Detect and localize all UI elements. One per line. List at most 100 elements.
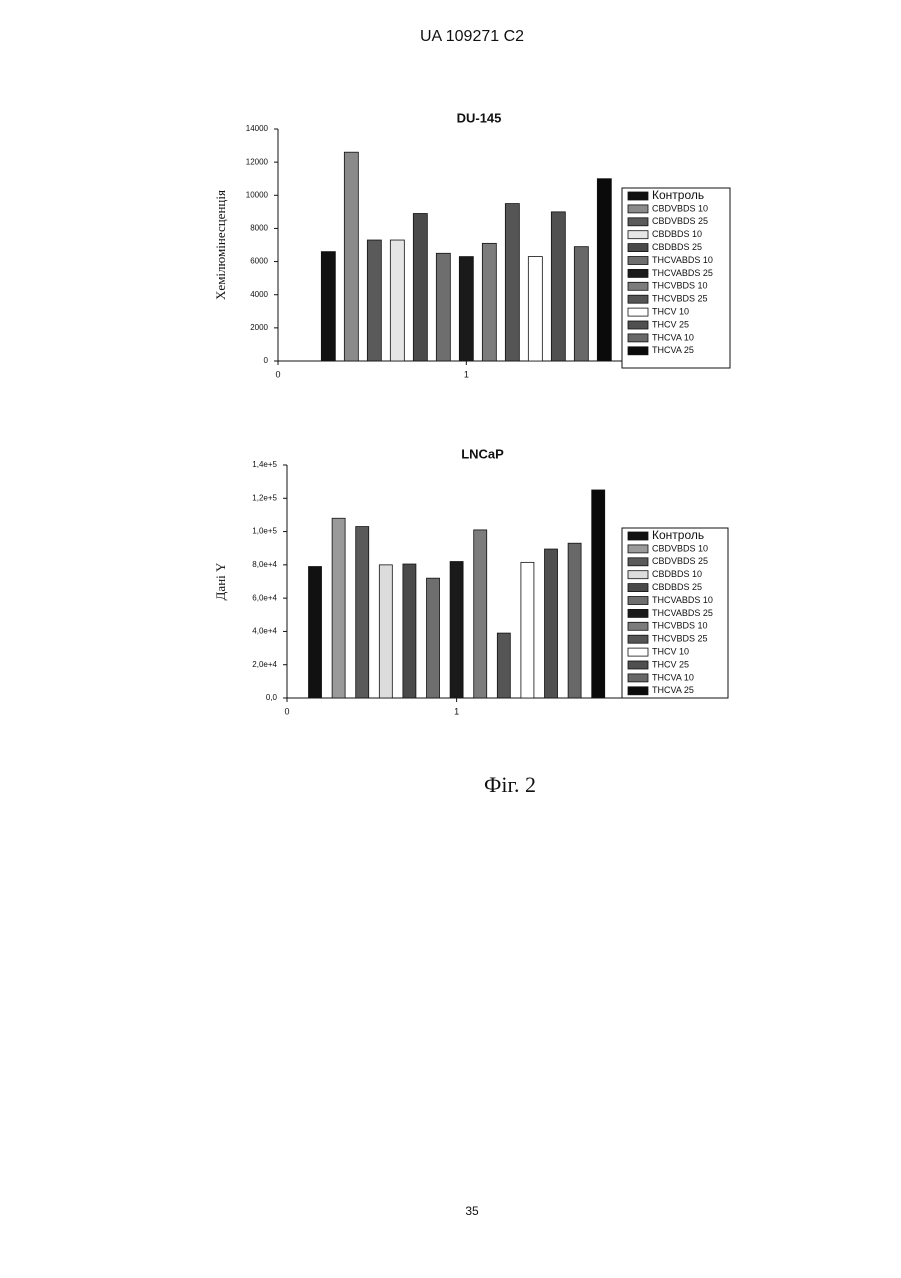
legend-swatch <box>628 192 648 200</box>
legend-swatch <box>628 295 648 303</box>
legend-swatch <box>628 282 648 290</box>
y-tick-label: 4000 <box>250 290 268 299</box>
legend-label: CBDVBDS 10 <box>652 203 708 213</box>
legend-swatch <box>628 571 648 579</box>
legend-swatch <box>628 635 648 643</box>
legend-label: CBDBDS 10 <box>652 569 702 579</box>
legend-label: THCVA 25 <box>652 685 694 695</box>
bar <box>413 214 427 361</box>
legend-label: THCVA 10 <box>652 672 694 682</box>
bar <box>574 247 588 361</box>
y-tick-label: 2000 <box>250 323 268 332</box>
legend-label: THCVBDS 10 <box>652 621 708 631</box>
legend-swatch <box>628 648 648 656</box>
legend-swatch <box>628 334 648 342</box>
legend-swatch <box>628 584 648 592</box>
y-tick-label: 1,2e+5 <box>252 493 277 502</box>
bar <box>482 243 496 361</box>
legend-label: THCVBDS 25 <box>652 634 708 644</box>
legend-label: Контроль <box>652 188 704 202</box>
bar <box>459 257 473 361</box>
legend-label: Контроль <box>652 528 704 542</box>
y-tick-label: 4,0e+4 <box>252 627 277 636</box>
bar <box>497 633 510 698</box>
legend-swatch <box>628 257 648 265</box>
legend-swatch <box>628 205 648 213</box>
bar <box>427 578 440 698</box>
legend-swatch <box>628 308 648 316</box>
legend-label: THCVA 10 <box>652 332 694 342</box>
bar <box>521 562 534 698</box>
legend-label: THCVABDS 25 <box>652 268 713 278</box>
bar <box>597 179 611 361</box>
legend-label: THCVBDS 10 <box>652 281 708 291</box>
legend-swatch <box>628 597 648 605</box>
legend-swatch <box>628 558 648 566</box>
bar <box>321 252 335 361</box>
y-axis-label: Дані Y <box>213 562 228 600</box>
bar <box>367 240 381 361</box>
y-tick-label: 1,4e+5 <box>252 460 277 469</box>
bar <box>436 253 450 361</box>
bar <box>528 257 542 361</box>
header: UA 109271 C2 <box>420 28 524 45</box>
y-tick-label: 10000 <box>246 190 269 199</box>
legend-label: THCVABDS 10 <box>652 255 713 265</box>
chart-title: DU-145 <box>457 110 502 125</box>
legend-label: CBDVBDS 25 <box>652 216 708 226</box>
legend-label: THCVBDS 25 <box>652 294 708 304</box>
legend-swatch <box>628 321 648 329</box>
bar <box>309 567 322 698</box>
y-axis-label: Хемілюмінесценція <box>213 190 228 300</box>
bar <box>390 240 404 361</box>
y-tick-label: 14000 <box>246 124 269 133</box>
legend-swatch <box>628 244 648 252</box>
legend-label: THCV 10 <box>652 306 689 316</box>
legend-label: CBDBDS 25 <box>652 242 702 252</box>
legend-swatch <box>628 674 648 682</box>
bar <box>379 565 392 698</box>
bar <box>551 212 565 361</box>
bar <box>592 490 605 698</box>
bar <box>505 204 519 361</box>
legend-label: CBDVBDS 10 <box>652 543 708 553</box>
legend-swatch <box>628 661 648 669</box>
legend-swatch <box>628 532 648 540</box>
legend-swatch <box>628 347 648 355</box>
legend-label: THCV 25 <box>652 659 689 669</box>
legend-swatch <box>628 622 648 630</box>
figure-caption: Фіг. 2 <box>484 772 536 797</box>
legend-swatch <box>628 687 648 695</box>
legend-swatch <box>628 545 648 553</box>
y-tick-label: 0 <box>264 356 269 365</box>
y-tick-label: 2,0e+4 <box>252 660 277 669</box>
y-tick-label: 0,0 <box>266 693 278 702</box>
y-tick-label: 12000 <box>246 157 269 166</box>
x-tick-label: 1 <box>454 706 459 716</box>
bar <box>356 527 369 698</box>
y-tick-label: 8000 <box>250 224 268 233</box>
y-tick-label: 6000 <box>250 257 268 266</box>
x-tick-label: 0 <box>275 369 280 379</box>
page-number: 35 <box>465 1204 479 1218</box>
legend-label: CBDVBDS 25 <box>652 556 708 566</box>
legend-label: THCVABDS 25 <box>652 608 713 618</box>
legend-swatch <box>628 218 648 226</box>
x-tick-label: 0 <box>284 706 289 716</box>
bar <box>474 530 487 698</box>
bar <box>344 152 358 361</box>
x-tick-label: 1 <box>464 369 469 379</box>
bar <box>332 518 345 698</box>
y-tick-label: 8,0e+4 <box>252 560 277 569</box>
bar <box>568 543 581 698</box>
legend-label: THCVA 25 <box>652 345 694 355</box>
page: UA 109271 C2 Фіг. 2 35 DU-145 Хемілюмінес… <box>0 0 901 1273</box>
bar <box>450 562 463 698</box>
y-tick-label: 6,0e+4 <box>252 593 277 602</box>
legend-swatch <box>628 269 648 277</box>
chart-title: LNCaP <box>461 446 504 461</box>
legend-label: THCV 10 <box>652 646 689 656</box>
legend-label: THCVABDS 10 <box>652 595 713 605</box>
bar <box>545 549 558 698</box>
bar <box>403 564 416 698</box>
